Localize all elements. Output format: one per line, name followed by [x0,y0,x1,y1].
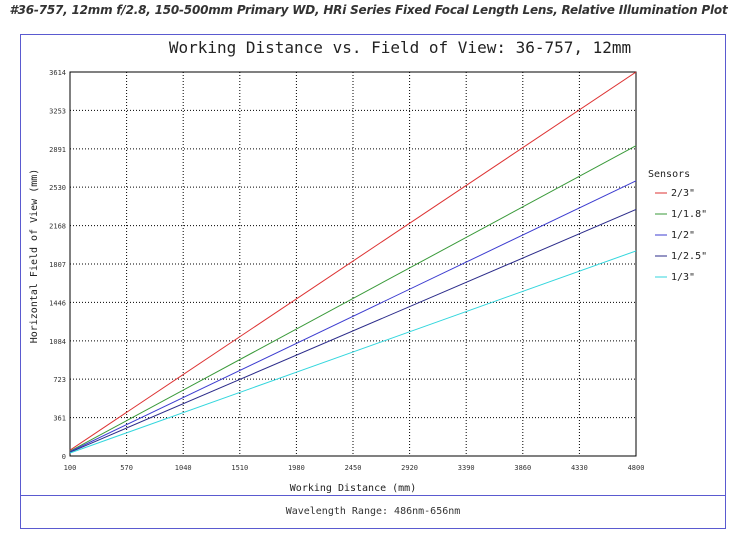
legend-label: 1/2" [671,230,695,241]
y-tick-label: 2891 [49,146,66,154]
wavelength-footer: Wavelength Range: 486nm-656nm [20,495,726,529]
legend: 2/3" 1/1.8" 1/2" 1/2.5" 1/3" [655,188,707,283]
y-tick-label: 361 [53,415,66,423]
x-tick-label: 3860 [514,464,531,472]
x-tick-label: 4330 [571,464,588,472]
series-line [69,250,637,454]
x-axis-label: Working Distance (mm) [290,483,416,494]
series-line [69,71,637,451]
y-tick-label: 3253 [49,107,66,115]
y-tick-label: 3614 [49,69,66,77]
legend-label: 2/3" [671,188,695,199]
x-tick-label: 2450 [345,464,362,472]
legend-label: 1/1.8" [671,209,707,220]
x-tick-label: 1980 [288,464,305,472]
series-lines [69,71,637,454]
y-axis-label: Horizontal Field of View (mm) [29,169,40,344]
x-tick-labels: 100 570 1040 1510 1980 2450 2920 3390 3860 4330 48… [64,464,645,472]
y-tick-label: 2530 [49,184,66,192]
y-tick-label: 1446 [49,299,66,307]
page-caption: #36-757, 12mm f/2.8, 150-500mm Primary W… [9,3,728,17]
series-line [69,209,637,453]
x-tick-label: 3390 [458,464,475,472]
x-tick-label: 100 [64,464,77,472]
y-tick-label: 1084 [49,338,66,346]
x-tick-label: 570 [120,464,133,472]
y-tick-labels: 0 361 723 1084 1446 1807 2168 2530 2891 3253 3614 [49,69,66,461]
grid-lines [70,72,636,456]
x-tick-label: 1510 [231,464,248,472]
legend-label: 1/3" [671,272,695,283]
x-tick-label: 2920 [401,464,418,472]
series-line [69,180,637,453]
series-line [69,145,637,452]
y-tick-label: 0 [62,453,66,461]
legend-label: 1/2.5" [671,251,707,262]
y-tick-label: 723 [53,376,66,384]
x-tick-label: 1040 [175,464,192,472]
legend-title: Sensors [648,169,690,180]
chart-frame: Wavelength Range: 486nm-656nm [20,34,726,529]
x-tick-label: 4800 [628,464,645,472]
chart-title: Working Distance vs. Field of View: 36-7… [169,38,631,57]
y-tick-label: 2168 [49,223,66,231]
y-tick-label: 1807 [49,261,66,269]
